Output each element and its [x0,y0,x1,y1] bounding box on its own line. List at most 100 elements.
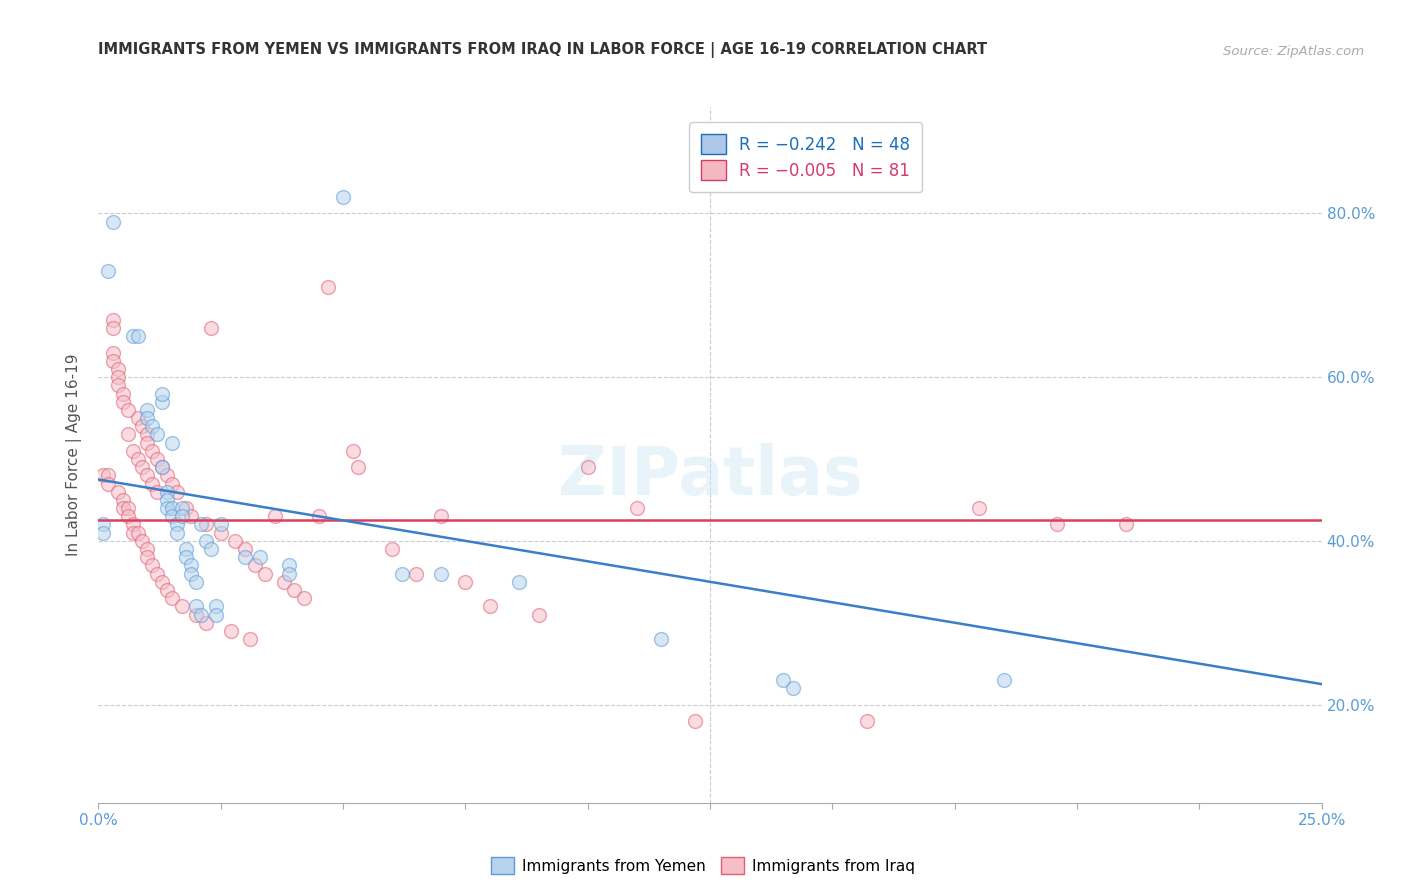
Point [967,501,990,516]
Legend: Immigrants from Yemen, Immigrants from Iraq: Immigrants from Yemen, Immigrants from I… [485,851,921,880]
Point [1046,517,1069,532]
Point [160,435,183,450]
Point [170,509,193,524]
Point [186,599,208,614]
Point [127,329,149,343]
Point [233,550,256,565]
Point [136,550,159,565]
Point [111,394,134,409]
Point [111,386,134,401]
Point [156,582,179,597]
Point [855,714,877,728]
Point [156,484,179,499]
Point [332,190,354,204]
Point [772,673,794,687]
Point [200,321,222,335]
Point [209,525,232,540]
Point [107,484,129,499]
Point [150,386,173,401]
Point [131,533,153,548]
Point [318,280,340,294]
Point [278,558,301,573]
Point [650,632,672,646]
Point [97,476,120,491]
Point [121,443,143,458]
Point [209,517,232,532]
Point [156,501,179,516]
Point [195,615,218,630]
Point [782,681,804,696]
Point [346,460,368,475]
Point [146,427,169,442]
Point [136,411,159,425]
Point [405,566,427,581]
Point [160,509,183,524]
Point [239,632,262,646]
Point [205,607,228,622]
Point [273,574,295,589]
Point [263,509,285,524]
Point [117,403,139,417]
Point [430,509,453,524]
Point [283,582,305,597]
Point [136,435,159,450]
Point [91,525,114,540]
Point [430,566,453,581]
Point [170,599,193,614]
Point [180,558,202,573]
Point [454,574,477,589]
Point [176,501,198,516]
Point [117,501,139,516]
Point [195,517,218,532]
Point [205,599,228,614]
Point [150,574,173,589]
Point [342,443,364,458]
Point [146,566,169,581]
Point [150,394,173,409]
Point [160,591,183,606]
Point [253,566,276,581]
Point [156,492,179,507]
Point [97,468,120,483]
Point [146,484,169,499]
Point [101,214,124,228]
Point [141,558,163,573]
Point [166,484,188,499]
Point [101,321,124,335]
Legend: R = −0.242   N = 48, R = −0.005   N = 81: R = −0.242 N = 48, R = −0.005 N = 81 [689,122,922,192]
Point [391,566,413,581]
Point [111,501,134,516]
Point [381,542,404,557]
Point [127,452,149,467]
Point [180,509,202,524]
Point [121,329,143,343]
Point [101,345,124,359]
Point [141,476,163,491]
Point [200,542,222,557]
Point [131,419,153,434]
Point [626,501,648,516]
Point [166,517,188,532]
Point [233,542,256,557]
Point [160,476,183,491]
Point [117,427,139,442]
Point [156,468,179,483]
Point [278,566,301,581]
Point [121,525,143,540]
Point [107,362,129,376]
Point [127,525,149,540]
Point [150,460,173,475]
Point [685,714,707,728]
Point [97,264,120,278]
Point [292,591,315,606]
Point [249,550,271,565]
Point [186,607,208,622]
Point [136,427,159,442]
Point [224,533,246,548]
Point [107,378,129,392]
Text: ZIPatlas: ZIPatlas [558,442,862,508]
Point [186,574,208,589]
Point [107,370,129,384]
Point [170,501,193,516]
Point [117,509,139,524]
